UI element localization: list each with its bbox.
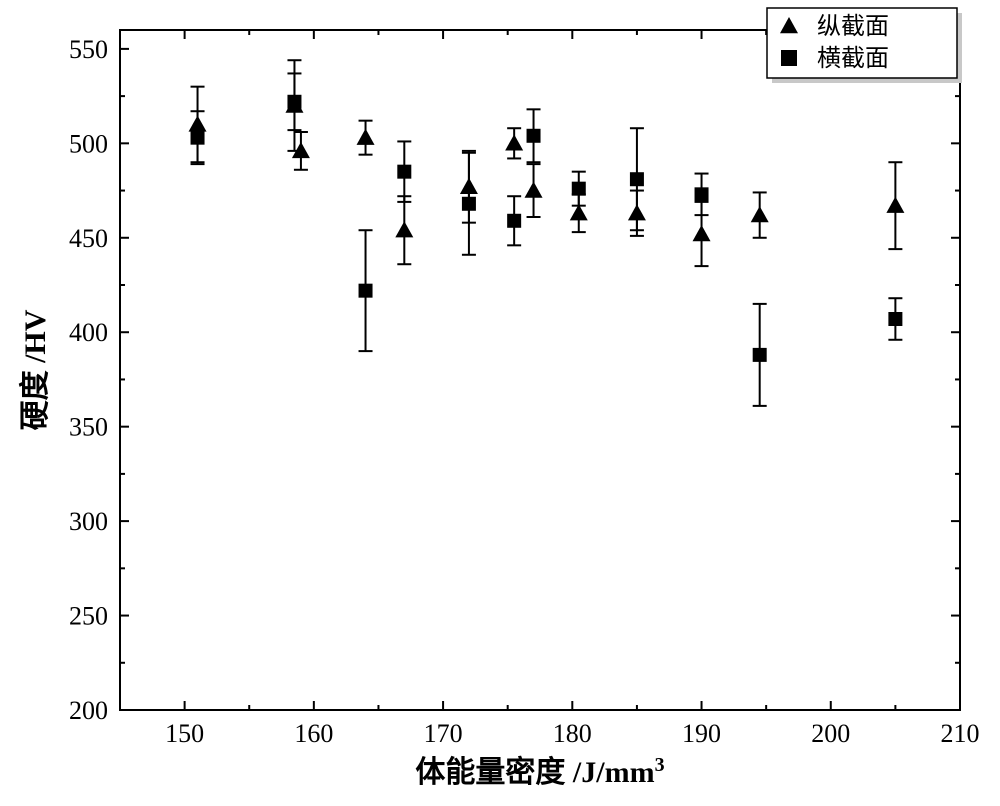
- y-tick-label: 200: [69, 696, 108, 725]
- y-axis-title: 硬度 /HV: [19, 309, 52, 430]
- legend: 纵截面横截面: [767, 8, 962, 83]
- x-tick-label: 150: [165, 719, 204, 748]
- y-tick-label: 300: [69, 507, 108, 536]
- x-axis-title: 体能量密度 /J/mm3: [415, 754, 664, 789]
- y-tick-label: 250: [69, 602, 108, 631]
- chart-container: 150 160 170 180 190 200 210 200 250 300 350 400 450 5…: [0, 0, 1000, 806]
- data-points: [189, 60, 905, 406]
- x-tick-label: 200: [811, 719, 850, 748]
- y-tick-label: 500: [69, 129, 108, 158]
- scatter-chart: 150 160 170 180 190 200 210 200 250 300 350 400 450 5…: [0, 0, 1000, 806]
- y-tick-label: 450: [69, 224, 108, 253]
- x-tick-label: 180: [553, 719, 592, 748]
- y-tick-label: 550: [69, 35, 108, 64]
- y-tick-label: 400: [69, 318, 108, 347]
- x-tick-label: 160: [294, 719, 333, 748]
- y-tick-label: 350: [69, 413, 108, 442]
- x-tick-label: 190: [682, 719, 721, 748]
- legend-item-label: 横截面: [817, 45, 889, 72]
- x-tick-label: 210: [941, 719, 980, 748]
- x-tick-label: 170: [424, 719, 463, 748]
- legend-item-label: 纵截面: [817, 13, 889, 40]
